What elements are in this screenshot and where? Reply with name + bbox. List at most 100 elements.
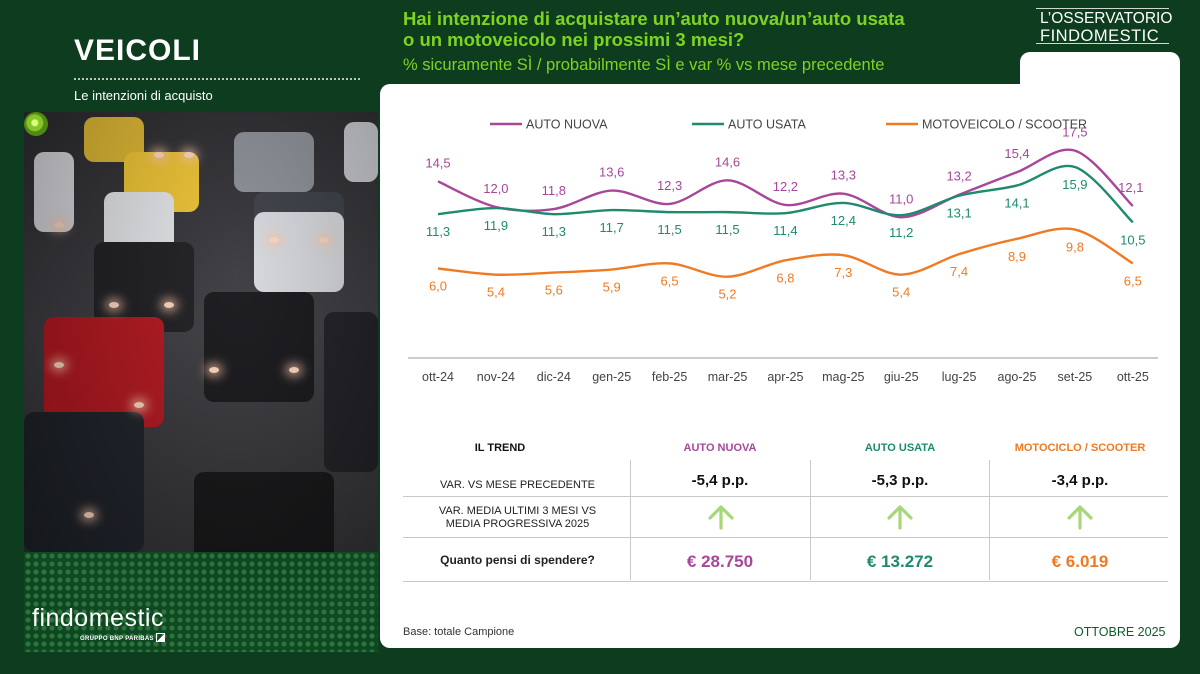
data-label: 14,1 (1004, 195, 1029, 210)
table-row-divider (403, 496, 1168, 497)
data-label: 11,4 (773, 223, 797, 238)
row-label-spendere: Quanto pensi di spendere? (440, 553, 595, 567)
data-label: 5,9 (603, 280, 621, 295)
data-label: 11,3 (542, 224, 566, 239)
data-label: 12,4 (831, 213, 856, 228)
var-mese-auto-nuova: -5,4 p.p. (691, 472, 749, 489)
row-label-var-media-line2: MEDIA PROGRESSIVA 2025 (445, 518, 590, 530)
x-tick-label: set-25 (1058, 370, 1093, 384)
data-label: 13,1 (946, 206, 971, 221)
data-label: 11,0 (889, 191, 913, 206)
green-dot-icon (24, 112, 48, 136)
data-label: 5,4 (892, 285, 910, 300)
legend-label: AUTO NUOVA (526, 118, 608, 132)
data-label: 15,4 (1004, 146, 1029, 161)
table-divider (630, 460, 631, 580)
data-label: 5,2 (718, 287, 736, 302)
x-tick-label: apr-25 (767, 370, 803, 384)
data-label: 15,9 (1062, 177, 1087, 192)
series-line-2 (437, 227, 1134, 278)
spesa-auto-nuova: € 28.750 (686, 552, 754, 571)
data-label: 10,5 (1120, 232, 1145, 247)
data-label: 11,5 (715, 222, 739, 237)
trend-title: IL TREND (474, 442, 526, 454)
data-label: 11,5 (657, 222, 681, 237)
legend-label: MOTOVEICOLO / SCOOTER (922, 118, 1087, 132)
traffic-photo (24, 112, 378, 652)
report-date: OTTOBRE 2025 (1074, 625, 1166, 639)
x-tick-label: ago-25 (998, 370, 1037, 384)
data-label: 5,6 (545, 283, 563, 298)
series-line-0 (437, 148, 1134, 219)
x-tick-label: mar-25 (708, 370, 748, 384)
osservatorio-brand: L’OSSERVATORIO FINDOMESTIC (1036, 8, 1173, 45)
data-label: 13,6 (599, 165, 624, 180)
data-label: 12,0 (483, 181, 508, 196)
x-tick-label: feb-25 (652, 370, 687, 384)
survey-question: Hai intenzione di acquistare un’auto nuo… (403, 8, 1013, 50)
question-line-2: o un motoveicolo nei prossimi 3 mesi? (403, 29, 745, 50)
brand-line-2: FINDOMESTIC (1040, 27, 1160, 45)
spesa-auto-usata: € 13.272 (866, 552, 934, 571)
question-subtitle: % sicuramente SÌ / probabilmente SÌ e va… (403, 56, 885, 74)
var-mese-motociclo: -3,4 p.p. (1051, 472, 1109, 489)
data-label: 14,5 (425, 155, 450, 170)
up-arrow-icon (887, 505, 913, 530)
data-label: 8,9 (1008, 249, 1026, 264)
table-row-divider (403, 537, 1168, 538)
data-label: 17,5 (1062, 125, 1087, 140)
x-tick-label: ott-24 (422, 370, 454, 384)
x-tick-label: gen-25 (592, 370, 631, 384)
question-line-1: Hai intenzione di acquistare un’auto nuo… (403, 8, 905, 29)
up-arrow-icon (1067, 505, 1093, 530)
data-label: 13,2 (946, 169, 971, 184)
data-label: 6,5 (1124, 273, 1142, 288)
page-subtitle: Le intenzioni di acquisto (74, 88, 213, 103)
col-header-auto-nuova: AUTO NUOVA (683, 442, 757, 454)
data-label: 6,0 (429, 279, 447, 294)
table-row-divider (403, 581, 1168, 582)
x-tick-label: giu-25 (884, 370, 919, 384)
data-label: 11,8 (542, 183, 566, 198)
data-label: 11,2 (889, 225, 913, 240)
logo-subtitle: GRUPPO BNP PARIBAS (80, 636, 154, 642)
series-line-1 (437, 164, 1134, 224)
table-divider (810, 460, 811, 580)
up-arrow-icon (708, 505, 734, 530)
data-label: 7,4 (950, 264, 968, 279)
line-chart: ott-24 nov-24 dic-24 gen-25 feb-25 mar-25 apr-… (408, 118, 1158, 384)
base-note: Base: totale Campione (403, 626, 515, 638)
spesa-motociclo: € 6.019 (1051, 552, 1109, 571)
row-label-var-media: VAR. MEDIA ULTIMI 3 MESI VS MEDIA PROGRE… (410, 505, 625, 531)
row-label-var-media-line1: VAR. MEDIA ULTIMI 3 MESI VS (438, 505, 597, 517)
legend-label: AUTO USATA (728, 118, 806, 132)
data-label: 12,3 (657, 178, 682, 193)
row-label-var-mese: VAR. VS MESE PRECEDENTE (439, 479, 596, 491)
findomestic-logo: findomestic (32, 604, 164, 632)
col-header-motociclo: MOTOCICLO / SCOOTER (1014, 442, 1146, 454)
data-label: 5,4 (487, 285, 505, 300)
content-panel (380, 84, 1180, 648)
x-tick-label: dic-24 (537, 370, 571, 384)
brand-line-1: L’OSSERVATORIO (1040, 10, 1173, 27)
data-label: 14,6 (715, 154, 740, 169)
x-tick-label: mag-25 (822, 370, 864, 384)
dotted-divider (74, 78, 360, 80)
data-label: 13,3 (831, 168, 856, 183)
data-label: 11,3 (426, 224, 450, 239)
x-tick-label: nov-24 (477, 370, 515, 384)
data-label: 11,9 (484, 218, 508, 233)
data-label: 9,8 (1066, 240, 1084, 255)
x-tick-label: lug-25 (942, 370, 977, 384)
var-mese-auto-usata: -5,3 p.p. (871, 472, 929, 489)
data-label: 6,8 (776, 270, 794, 285)
table-divider (989, 460, 990, 580)
col-header-auto-usata: AUTO USATA (864, 442, 936, 454)
page-title: VEICOLI (74, 34, 202, 67)
data-label: 11,7 (600, 220, 624, 235)
data-label: 12,1 (1118, 180, 1143, 195)
bnp-paribas-icon (156, 633, 165, 642)
data-label: 7,3 (834, 265, 852, 280)
data-label: 12,2 (773, 179, 798, 194)
x-tick-label: ott-25 (1117, 370, 1149, 384)
